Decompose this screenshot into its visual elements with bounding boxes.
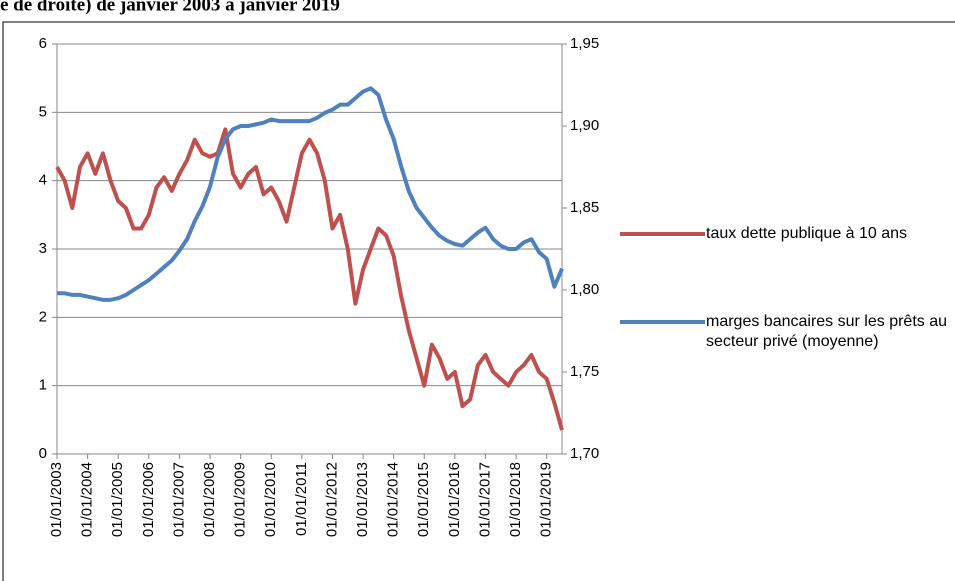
chart-border xyxy=(2,21,955,581)
y-tick-label: 2 xyxy=(39,308,47,325)
x-tick-label: 01/01/2009 xyxy=(232,462,249,537)
y2-tick-label: 1,80 xyxy=(570,281,599,298)
x-tick-label: 01/01/2019 xyxy=(538,462,555,537)
x-tick-label: 01/01/2014 xyxy=(385,462,402,537)
x-tick-label: 01/01/2010 xyxy=(262,462,279,537)
x-tick-label: 01/01/2018 xyxy=(507,462,524,537)
series-line xyxy=(57,86,564,302)
y-tick-label: 0 xyxy=(39,445,47,462)
y2-tick-label: 1,90 xyxy=(570,117,599,134)
y-tick-label: 5 xyxy=(39,103,47,120)
y2-tick-label: 1,75 xyxy=(570,363,599,380)
x-tick-label: 01/01/2003 xyxy=(48,462,65,537)
x-tick-label: 01/01/2016 xyxy=(446,462,463,537)
x-tick-label: 01/01/2017 xyxy=(476,462,493,537)
legend-label: marges bancaires sur les prêts au secteu… xyxy=(706,313,947,350)
x-tick-label: 01/01/2005 xyxy=(109,462,126,537)
y2-tick-label: 1,85 xyxy=(570,199,599,216)
y-tick-label: 3 xyxy=(39,240,47,257)
y2-tick-label: 1,70 xyxy=(570,445,599,462)
y-tick-label: 1 xyxy=(39,377,47,394)
x-tick-label: 01/01/2012 xyxy=(323,462,340,537)
chart-title: e de droite) de janvier 2003 à janvier 2… xyxy=(0,0,340,15)
y-tick-label: 4 xyxy=(39,172,47,189)
x-tick-label: 01/01/2004 xyxy=(79,462,96,537)
y2-tick-label: 1,95 xyxy=(570,35,599,52)
y-tick-label: 6 xyxy=(39,35,47,52)
x-tick-label: 01/01/2006 xyxy=(140,462,157,537)
x-tick-label: 01/01/2011 xyxy=(293,462,310,536)
legend-label: taux dette publique à 10 ans xyxy=(706,225,908,242)
x-tick-label: 01/01/2008 xyxy=(201,462,218,537)
x-tick-label: 01/01/2007 xyxy=(170,462,187,537)
x-tick-label: 01/01/2015 xyxy=(415,462,432,537)
series-line xyxy=(55,127,564,431)
x-tick-label: 01/01/2013 xyxy=(354,462,371,537)
